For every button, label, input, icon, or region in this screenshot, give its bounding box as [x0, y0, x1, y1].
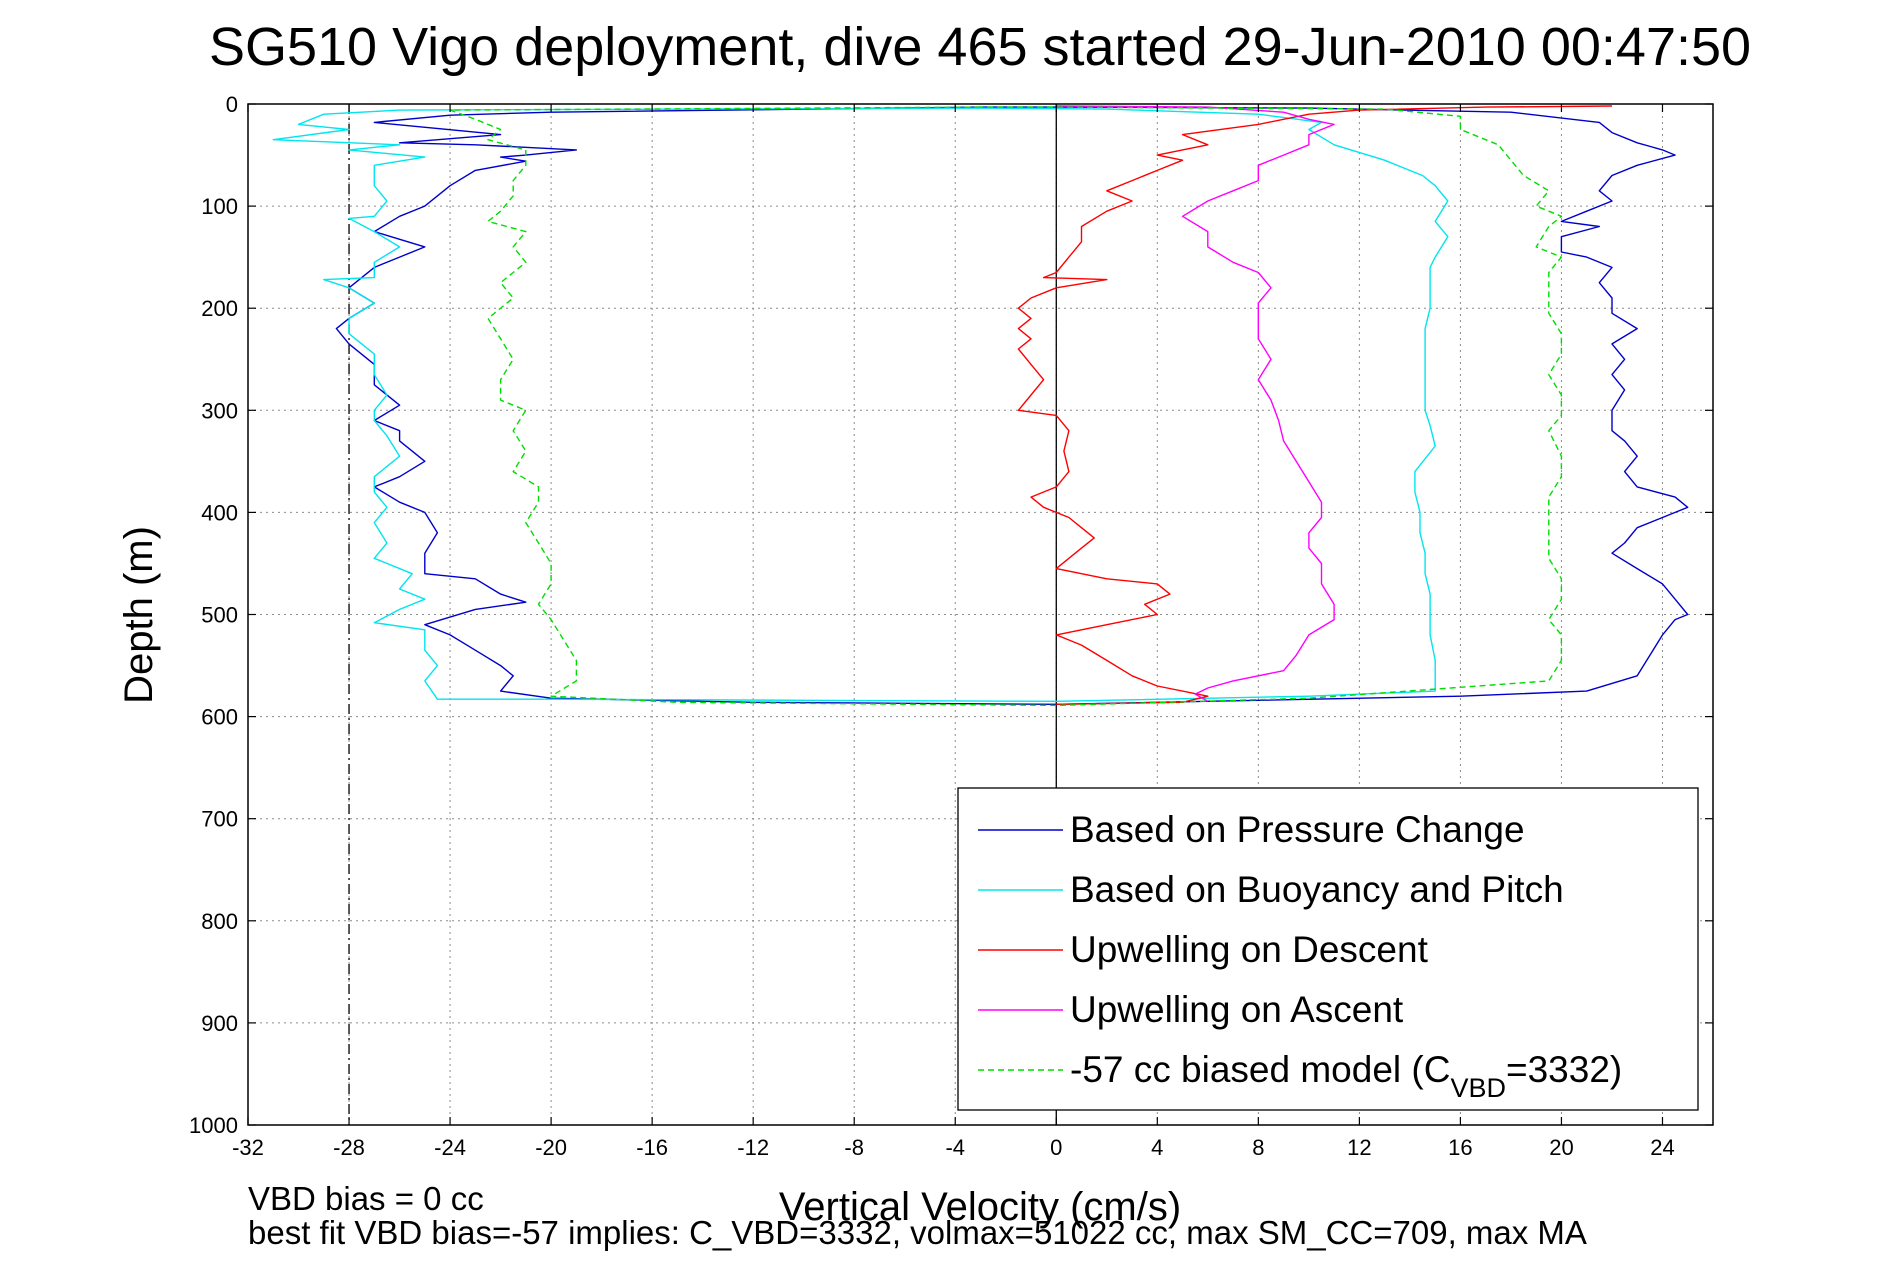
legend-label-descent: Upwelling on Descent: [1070, 929, 1429, 970]
series-line-model: [449, 106, 1563, 707]
x-tick-label: 16: [1448, 1135, 1472, 1160]
y-tick-label: 300: [201, 398, 238, 423]
y-tick-label: 100: [201, 194, 238, 219]
legend-text-subscript: VBD: [1450, 1073, 1506, 1103]
series-line-ascent: [1056, 105, 1335, 702]
x-axis-ticks: -32 -28 -24 -20 -16 -12 -8 -4 0 4 8 12 16 20 24: [232, 104, 1675, 1160]
legend-label-model: -57 cc biased model (CVBD=3332): [1070, 1049, 1622, 1103]
legend-label-ascent: Upwelling on Ascent: [1070, 989, 1404, 1030]
x-tick-label: -8: [844, 1135, 864, 1160]
y-tick-label: 500: [201, 603, 238, 628]
y-tick-label: 800: [201, 909, 238, 934]
x-tick-label: -32: [232, 1135, 264, 1160]
legend-label-pressure: Based on Pressure Change: [1070, 809, 1525, 850]
x-tick-label: -20: [535, 1135, 567, 1160]
x-tick-label: -4: [945, 1135, 965, 1160]
x-tick-label: -28: [333, 1135, 365, 1160]
chart-title: SG510 Vigo deployment, dive 465 started …: [209, 17, 1751, 77]
x-tick-label: -12: [737, 1135, 769, 1160]
y-tick-label: 0: [226, 92, 238, 117]
y-axis-ticks: 0 100 200 300 400 500 600 700 800 900 1000: [189, 92, 1713, 1138]
y-tick-label: 900: [201, 1011, 238, 1036]
legend-box: [957, 787, 1699, 1111]
y-tick-label: 200: [201, 296, 238, 321]
legend-text-main: -57 cc biased model (C: [1070, 1049, 1450, 1090]
x-tick-label: 20: [1549, 1135, 1573, 1160]
x-tick-label: -16: [636, 1135, 668, 1160]
y-axis-label: Depth (m): [117, 526, 161, 704]
x-tick-label: 8: [1252, 1135, 1264, 1160]
legend-label-buoyancy: Based on Buoyancy and Pitch: [1070, 869, 1564, 910]
x-axis-label: Vertical Velocity (cm/s): [779, 1185, 1181, 1229]
legend-text-end: =3332): [1506, 1049, 1622, 1090]
y-tick-label: 700: [201, 807, 238, 832]
x-tick-label: 12: [1347, 1135, 1371, 1160]
series-group: [272, 105, 1689, 707]
best-fit-note: best fit VBD bias=-57 implies: C_VBD=333…: [248, 1214, 1587, 1251]
y-tick-label: 400: [201, 500, 238, 525]
series-line-descent: [1017, 105, 1613, 705]
vbd-bias-note: VBD bias = 0 cc: [248, 1180, 484, 1217]
legend: Based on Pressure Change Based on Buoyanc…: [957, 787, 1699, 1111]
x-tick-label: -24: [434, 1135, 466, 1160]
y-tick-label: 1000: [189, 1113, 238, 1138]
x-tick-label: 0: [1050, 1135, 1062, 1160]
x-tick-label: 24: [1650, 1135, 1674, 1160]
y-tick-label: 600: [201, 705, 238, 730]
x-tick-label: 4: [1151, 1135, 1163, 1160]
series-line-buoyancy: [272, 107, 1449, 702]
